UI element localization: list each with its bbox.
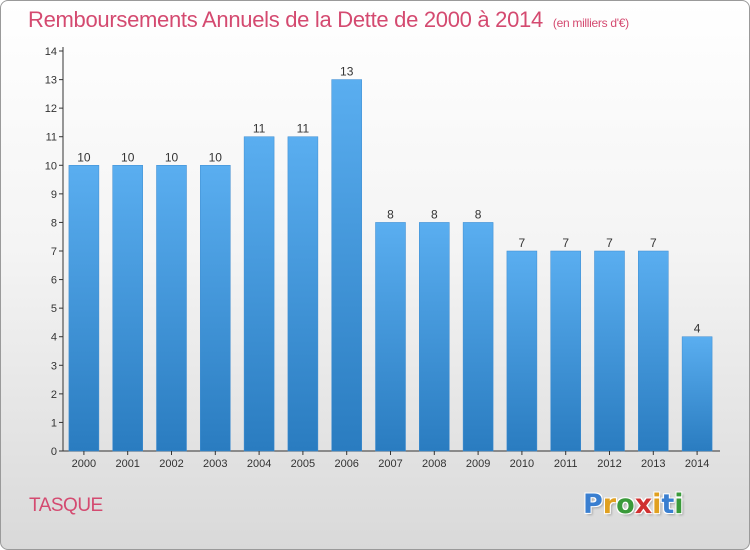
bar-value-label: 7 (562, 236, 569, 250)
bar (506, 250, 538, 452)
logo-letter: i (652, 489, 662, 520)
bar-value-label: 4 (694, 322, 701, 336)
logo-letter: o (616, 489, 635, 520)
bar (331, 79, 362, 452)
y-tick-label: 10 (45, 160, 57, 172)
y-tick-label: 8 (51, 217, 57, 229)
x-tick-label: 2007 (378, 458, 402, 470)
y-tick-label: 2 (51, 389, 57, 401)
bar (156, 165, 187, 452)
x-tick-label: 2006 (334, 458, 358, 470)
x-tick-label: 2004 (247, 458, 271, 470)
bar-value-label: 10 (121, 150, 135, 164)
bar-value-label: 7 (519, 236, 526, 250)
bar (681, 336, 713, 452)
bar-value-label: 7 (606, 236, 613, 250)
y-tick-label: 11 (46, 132, 57, 144)
y-tick-label: 12 (45, 103, 57, 115)
bar-value-label: 8 (431, 207, 438, 221)
x-tick-label: 2003 (203, 458, 227, 470)
bar (594, 250, 625, 452)
bar-value-label: 7 (650, 236, 657, 250)
bar-value-label: 11 (297, 122, 310, 136)
bar (287, 136, 319, 452)
bar (638, 250, 669, 452)
y-tick-label: 3 (51, 360, 57, 372)
x-tick-label: 2001 (115, 458, 139, 470)
x-tick-label: 2009 (466, 458, 490, 470)
bar-value-label: 10 (77, 150, 91, 164)
bar (200, 165, 231, 452)
place-name: TASQUE (29, 495, 103, 516)
x-tick-label: 2002 (159, 458, 183, 470)
proxiti-logo: Proxiti (583, 489, 684, 520)
x-tick-label: 2010 (510, 458, 534, 470)
chart-title: Remboursements Annuels de la Dette de 20… (28, 7, 629, 33)
x-tick-label: 2000 (72, 458, 96, 470)
y-tick-label: 9 (51, 189, 57, 201)
bar (375, 222, 406, 452)
bar (243, 136, 275, 452)
x-tick-label: 2008 (422, 458, 446, 470)
x-tick-label: 2014 (685, 458, 709, 470)
x-tick-label: 2013 (641, 458, 665, 470)
y-tick-label: 5 (51, 303, 57, 315)
chart-title-text: Remboursements Annuels de la Dette de 20… (28, 7, 543, 32)
bar-value-label: 10 (165, 150, 179, 164)
bar (112, 165, 143, 452)
y-tick-label: 14 (45, 46, 57, 58)
chart-unit: (en milliers d'€) (552, 16, 629, 30)
bar-value-label: 11 (253, 122, 266, 136)
x-tick-label: 2012 (597, 458, 621, 470)
y-tick-label: 13 (45, 75, 57, 87)
bar-value-label: 8 (475, 207, 482, 221)
y-tick-label: 1 (51, 417, 57, 429)
bar-value-label: 10 (209, 150, 223, 164)
bar (68, 165, 100, 452)
y-tick-label: 7 (51, 246, 57, 258)
y-tick-label: 0 (51, 446, 57, 458)
bar-value-label: 13 (340, 65, 354, 79)
logo-letter: t (661, 489, 675, 520)
bar-value-label: 8 (387, 207, 394, 221)
logo-letter: i (674, 489, 684, 520)
bar (550, 250, 581, 452)
y-tick-label: 6 (51, 275, 57, 287)
x-tick-label: 2005 (291, 458, 315, 470)
bar (462, 222, 494, 452)
x-tick-label: 2011 (554, 458, 578, 470)
bar (419, 222, 450, 452)
y-tick-label: 4 (51, 332, 57, 344)
logo-letter: r (602, 489, 617, 520)
logo-letter: x (634, 489, 653, 520)
logo-letter: P (583, 489, 603, 520)
